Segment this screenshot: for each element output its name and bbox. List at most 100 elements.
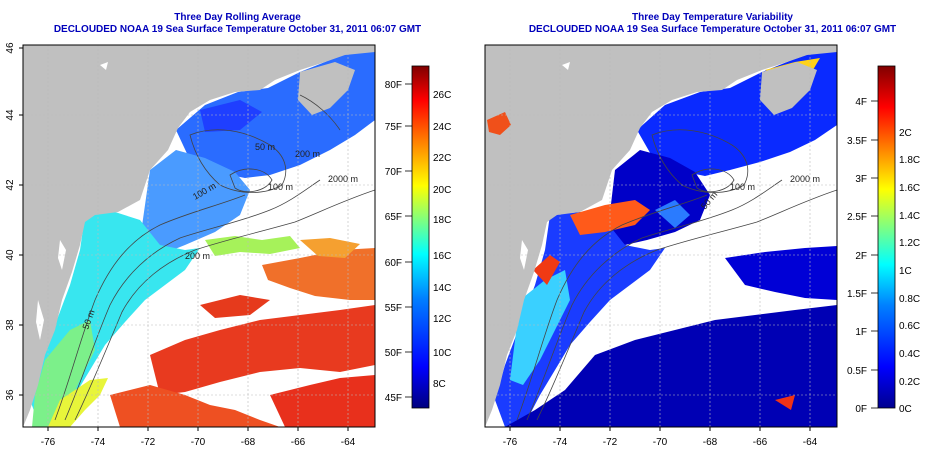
colorbar-c-label: 14C bbox=[433, 283, 451, 294]
colorbar-c-label: 22C bbox=[433, 153, 451, 164]
colorbar-c-label: 24C bbox=[433, 122, 451, 133]
colorbar-f-label: 2.5F bbox=[847, 212, 867, 223]
colorbar-f-label: 0.5F bbox=[847, 366, 867, 377]
colorbar-f-label: 55F bbox=[385, 303, 402, 314]
map-frame bbox=[484, 44, 838, 428]
land-nova-scotia bbox=[760, 62, 817, 115]
sst-field-gulfstream-4 bbox=[270, 375, 375, 427]
x-tick-label: -64 bbox=[803, 437, 818, 448]
colorbar bbox=[877, 65, 896, 409]
colorbar-c-label: 20C bbox=[433, 185, 451, 196]
var-field-offshore-2 bbox=[725, 246, 837, 300]
colorbar-c-label: 0.4C bbox=[899, 349, 920, 360]
sst-field-gulfstream-1 bbox=[262, 248, 375, 300]
colorbar-f-label: 65F bbox=[385, 212, 402, 223]
colorbar bbox=[411, 65, 430, 409]
colorbar-c-label: 18C bbox=[433, 215, 451, 226]
lake bbox=[100, 62, 108, 70]
var-field-cyan bbox=[510, 270, 570, 385]
lake bbox=[36, 300, 44, 340]
var-field-offshore bbox=[505, 305, 837, 427]
colorbar-f-label: 80F bbox=[385, 80, 402, 91]
x-tick-label: -70 bbox=[653, 437, 668, 448]
x-tick-label: -70 bbox=[191, 437, 206, 448]
colorbar-f-label: 3.5F bbox=[847, 136, 867, 147]
depth-label: 2000 m bbox=[790, 174, 820, 184]
y-tick-label: 46 bbox=[5, 42, 16, 54]
sst-field-yellow bbox=[48, 378, 108, 427]
graticule bbox=[485, 45, 837, 427]
colorbar-f-label: 60F bbox=[385, 258, 402, 269]
sst-field-gom bbox=[140, 150, 250, 255]
colorbar-c-label: 0.6C bbox=[899, 321, 920, 332]
colorbar-f-label: 45F bbox=[385, 393, 402, 404]
x-tick-label: -72 bbox=[603, 437, 618, 448]
x-tick-label: -66 bbox=[291, 437, 306, 448]
colorbar-f-label: 50F bbox=[385, 348, 402, 359]
graticule bbox=[23, 45, 375, 427]
colorbar-c-label: 0.8C bbox=[899, 294, 920, 305]
colorbar-c-label: 0C bbox=[899, 404, 912, 415]
panel-title: Three Day Temperature Variability bbox=[632, 12, 793, 23]
colorbar-c-label: 1.6C bbox=[899, 183, 920, 194]
x-tick-label: -68 bbox=[241, 437, 256, 448]
colorbar-celsius-labels: 0C 0.2C 0.4C 0.6C 0.8C 1C 1.2C 1.4C 1.6C… bbox=[899, 128, 920, 415]
panel-title: Three Day Rolling Average bbox=[174, 12, 301, 23]
y-axis: 36 38 40 42 44 46 bbox=[5, 42, 23, 401]
var-field-inland bbox=[487, 112, 511, 135]
bathymetry-contours bbox=[516, 129, 837, 421]
var-field-patch bbox=[655, 200, 690, 228]
colorbar-c-label: 26C bbox=[433, 90, 451, 101]
bathymetry-contours bbox=[54, 94, 375, 421]
colorbar-c-label: 1C bbox=[899, 266, 912, 277]
depth-label: 100 m bbox=[730, 182, 755, 192]
var-field-shelf bbox=[495, 212, 665, 427]
rolling-average-map: 50 m 100 m 200 m 2000 m 100 m 50 m 200 m… bbox=[5, 42, 451, 448]
colorbar-fahrenheit-labels: 45F 50F 55F 60F 65F 70F 75F 80F bbox=[385, 80, 402, 404]
colorbar-f-label: 4F bbox=[855, 97, 867, 108]
lake bbox=[520, 240, 528, 270]
colorbar-c-label: 0.2C bbox=[899, 377, 920, 388]
rolling-average-panel: Three Day Rolling Average DECLOUDED NOAA… bbox=[5, 12, 451, 448]
land bbox=[485, 45, 837, 427]
x-axis: -76 -74 -72 -70 -68 -66 -64 bbox=[41, 427, 356, 448]
land bbox=[23, 45, 375, 427]
sst-field-shelfbreak bbox=[205, 236, 300, 256]
y-tick-label: 38 bbox=[5, 319, 16, 331]
panel-subtitle: DECLOUDED NOAA 19 Sea Surface Temperatur… bbox=[528, 24, 897, 35]
colorbar-celsius-labels: 8C 10C 12C 14C 16C 18C 20C 22C 24C 26C bbox=[433, 90, 451, 390]
colorbar-c-label: 8C bbox=[433, 379, 446, 390]
y-tick-label: 42 bbox=[5, 179, 16, 191]
sst-field-cold bbox=[200, 100, 262, 132]
sst-field-gulfstream-2 bbox=[150, 305, 375, 395]
depth-label: 50 m bbox=[255, 142, 275, 152]
depth-label: 100 m bbox=[268, 182, 293, 192]
sst-field-gulfstream-3 bbox=[110, 385, 280, 427]
x-tick-label: -68 bbox=[703, 437, 718, 448]
x-tick-label: -74 bbox=[91, 437, 106, 448]
x-tick-label: -66 bbox=[753, 437, 768, 448]
colorbar-c-label: 10C bbox=[433, 348, 451, 359]
colorbar-ticks bbox=[871, 100, 878, 409]
x-tick-label: -64 bbox=[341, 437, 356, 448]
x-tick-label: -74 bbox=[553, 437, 568, 448]
colorbar-f-label: 1F bbox=[855, 327, 867, 338]
sst-field-patch bbox=[200, 295, 270, 318]
temperature-variability-panel: Three Day Temperature Variability DECLOU… bbox=[475, 0, 950, 475]
colorbar-c-label: 16C bbox=[433, 251, 451, 262]
colorbar-f-label: 3F bbox=[855, 174, 867, 185]
temperature-variability-map: 100 m 2000 m 50 m -76 -74 -72 -70 -68 -6… bbox=[484, 44, 920, 448]
colorbar-c-label: 12C bbox=[433, 314, 451, 325]
sst-field-warm-patch bbox=[300, 238, 360, 258]
y-tick-label: 44 bbox=[5, 109, 16, 121]
colorbar-c-label: 1.8C bbox=[899, 155, 920, 166]
colorbar-f-label: 0F bbox=[855, 404, 867, 415]
colorbar-c-label: 2C bbox=[899, 128, 912, 139]
depth-label: 2000 m bbox=[328, 174, 358, 184]
y-tick-label: 36 bbox=[5, 389, 16, 401]
x-axis: -76 -74 -72 -70 -68 -66 -64 bbox=[503, 427, 818, 448]
panel-subtitle: DECLOUDED NOAA 19 Sea Surface Temperatur… bbox=[53, 24, 422, 35]
colorbar-f-label: 1.5F bbox=[847, 289, 867, 300]
map-frame bbox=[22, 44, 376, 428]
x-tick-label: -76 bbox=[41, 437, 56, 448]
